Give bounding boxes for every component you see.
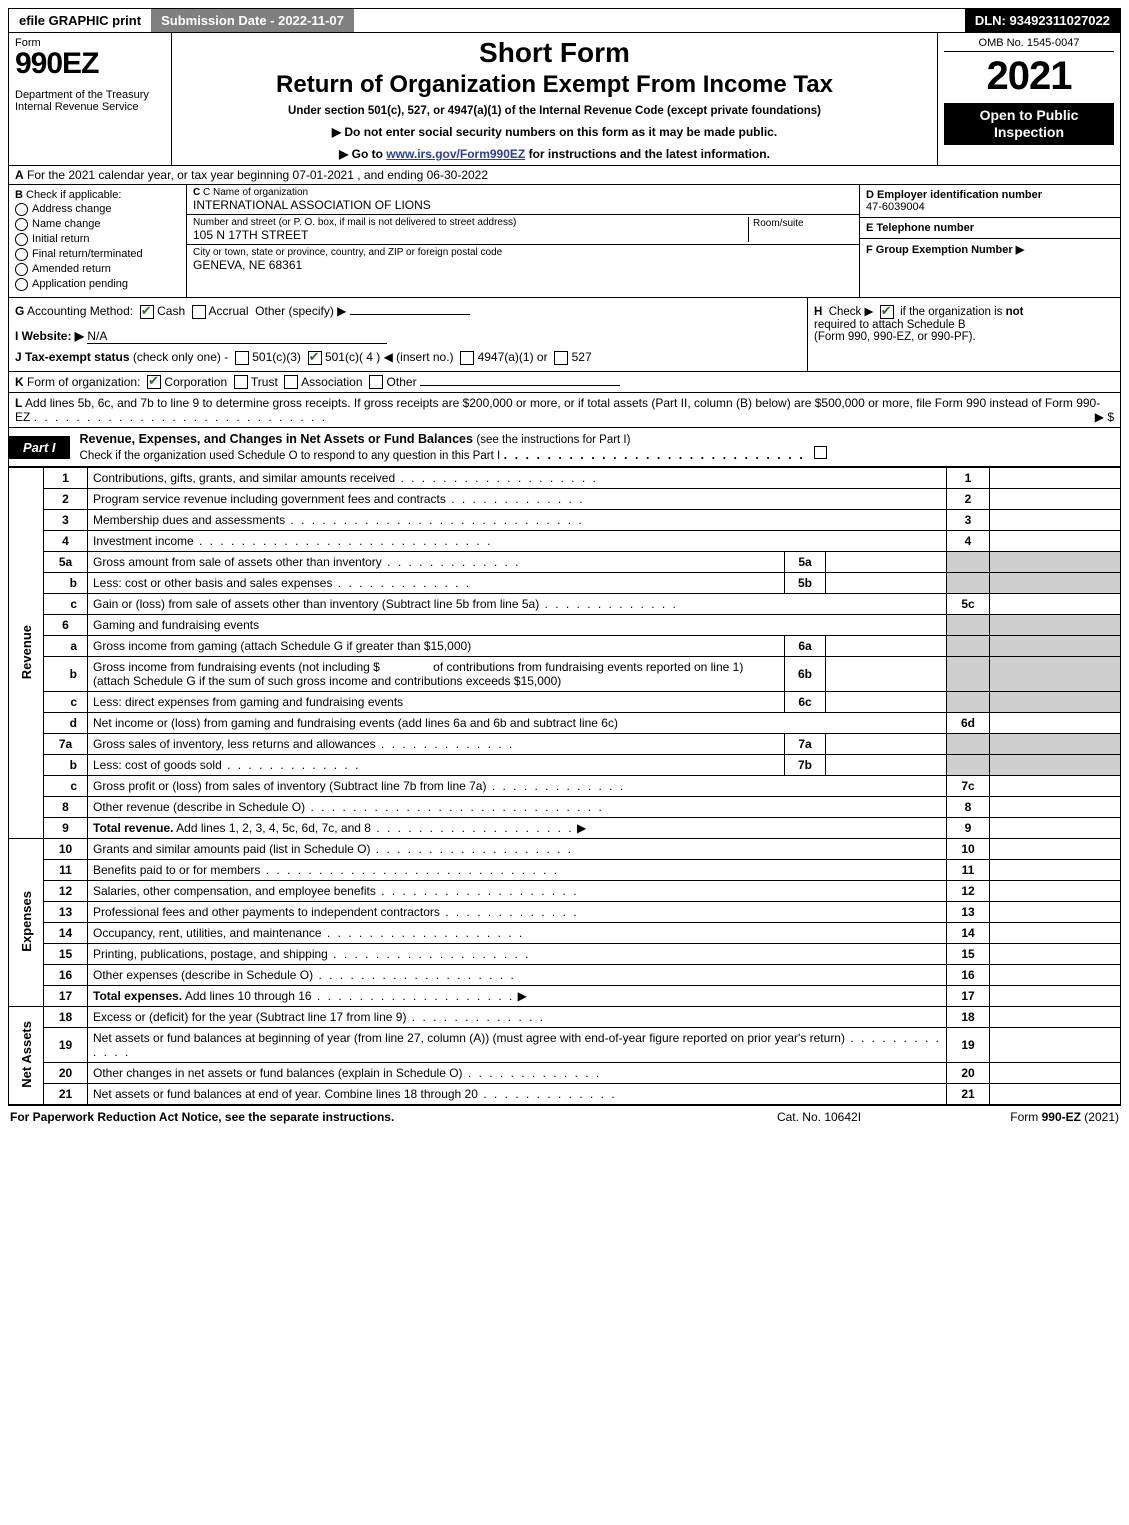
header-left: Form 990EZ Department of the Treasury In… [9, 33, 172, 165]
tax-year: 2021 [944, 54, 1114, 99]
submission-date: Submission Date - 2022-11-07 [151, 9, 354, 32]
line2-pre: ▶ Go to [339, 147, 386, 161]
irs-link[interactable]: www.irs.gov/Form990EZ [386, 147, 525, 161]
g-label: G [15, 304, 24, 318]
row-a-text: For the 2021 calendar year, or tax year … [27, 168, 488, 182]
vhead-netassets: Net Assets [9, 1007, 44, 1106]
i-label: I Website: ▶ [15, 329, 84, 343]
row-gh: G Accounting Method: Cash Accrual Other … [8, 298, 1121, 372]
notice-line-2: ▶ Go to www.irs.gov/Form990EZ for instru… [182, 147, 927, 161]
e-telephone: E Telephone number [860, 217, 1120, 238]
g-text: Accounting Method: [27, 304, 133, 318]
c-name-label: C C Name of organization [193, 187, 853, 198]
city-label: City or town, state or province, country… [193, 247, 853, 258]
l-arrow: ▶ $ [1095, 410, 1114, 424]
d-ein: D Employer identification number 47-6039… [860, 185, 1120, 217]
chk-corporation[interactable] [147, 375, 161, 389]
part1-checkbox[interactable] [814, 446, 827, 459]
f-group-exemption: F Group Exemption Number ▶ [860, 238, 1120, 260]
chk-h[interactable] [880, 305, 894, 319]
topbar-spacer [354, 9, 965, 32]
footer-center: Cat. No. 10642I [719, 1110, 919, 1124]
city-value: GENEVA, NE 68361 [193, 258, 853, 272]
part1-table: Revenue 1 Contributions, gifts, grants, … [8, 467, 1121, 1106]
page-footer: For Paperwork Reduction Act Notice, see … [8, 1106, 1121, 1128]
chk-address-change[interactable]: Address change [15, 203, 180, 216]
street-label: Number and street (or P. O. box, if mail… [193, 217, 748, 228]
part1-header: Part I Revenue, Expenses, and Changes in… [8, 428, 1121, 467]
vhead-expenses: Expenses [9, 839, 44, 1007]
b-label: B [15, 189, 23, 201]
ein-value: 47-6039004 [866, 201, 925, 213]
h-label: H [814, 306, 822, 318]
vhead-revenue: Revenue [9, 468, 44, 839]
k-label: K [15, 375, 24, 389]
header-right: OMB No. 1545-0047 2021 Open to Public In… [937, 33, 1120, 165]
notice-line-1: ▶ Do not enter social security numbers o… [182, 125, 927, 139]
chk-trust[interactable] [234, 375, 248, 389]
part1-title: Revenue, Expenses, and Changes in Net As… [70, 428, 1120, 466]
column-b: B Check if applicable: Address change Na… [9, 185, 187, 297]
val-1 [990, 468, 1121, 489]
omb-number: OMB No. 1545-0047 [944, 37, 1114, 52]
chk-application-pending[interactable]: Application pending [15, 278, 180, 291]
column-def: D Employer identification number 47-6039… [859, 185, 1120, 297]
chk-cash[interactable] [140, 305, 154, 319]
j-label: J Tax-exempt status [15, 350, 130, 364]
street-value: 105 N 17TH STREET [193, 228, 748, 242]
top-bar: efile GRAPHIC print Submission Date - 20… [8, 8, 1121, 33]
col-gi: G Accounting Method: Cash Accrual Other … [9, 298, 807, 371]
row-a-label: A [15, 168, 24, 182]
form-code: 990EZ [15, 47, 165, 81]
other-specify-input[interactable] [350, 314, 470, 315]
chk-accrual[interactable] [192, 305, 206, 319]
j-small: (check only one) - [133, 350, 228, 364]
row-k: K Form of organization: Corporation Trus… [8, 372, 1121, 394]
part1-tab: Part I [9, 436, 70, 459]
chk-527[interactable] [554, 351, 568, 365]
header-center: Short Form Return of Organization Exempt… [172, 33, 937, 165]
b-intro: Check if applicable: [26, 189, 121, 201]
department: Department of the Treasury Internal Reve… [15, 89, 165, 113]
chk-501c[interactable] [308, 351, 322, 365]
short-form-title: Short Form [182, 37, 927, 69]
form-title: Return of Organization Exempt From Incom… [182, 71, 927, 99]
chk-final-return[interactable]: Final return/terminated [15, 248, 180, 261]
line-1-num: 1 [44, 468, 88, 489]
l-label: L [15, 396, 22, 410]
row-l: L Add lines 5b, 6c, and 7b to line 9 to … [8, 393, 1121, 428]
col-h: H Check ▶ if the organization is not req… [807, 298, 1120, 371]
dln: DLN: 93492311027022 [965, 9, 1120, 32]
part1-checkline: Check if the organization used Schedule … [80, 450, 501, 462]
footer-left: For Paperwork Reduction Act Notice, see … [10, 1110, 719, 1124]
chk-initial-return[interactable]: Initial return [15, 233, 180, 246]
efile-print[interactable]: efile GRAPHIC print [9, 9, 151, 32]
k-text: Form of organization: [27, 375, 140, 389]
column-c: C C Name of organization INTERNATIONAL A… [187, 185, 859, 297]
row-a: A For the 2021 calendar year, or tax yea… [8, 166, 1121, 185]
chk-4947[interactable] [460, 351, 474, 365]
org-name: INTERNATIONAL ASSOCIATION OF LIONS [193, 198, 853, 212]
footer-right: Form 990-EZ (2021) [919, 1110, 1119, 1124]
website-value: N/A [87, 329, 387, 344]
section-bcdef: B Check if applicable: Address change Na… [8, 185, 1121, 298]
form-subtitle: Under section 501(c), 527, or 4947(a)(1)… [182, 105, 927, 117]
form-header: Form 990EZ Department of the Treasury In… [8, 33, 1121, 166]
line2-post: for instructions and the latest informat… [525, 147, 770, 161]
chk-501c3[interactable] [235, 351, 249, 365]
room-suite: Room/suite [748, 217, 853, 242]
chk-association[interactable] [284, 375, 298, 389]
dots [34, 410, 327, 424]
chk-name-change[interactable]: Name change [15, 218, 180, 231]
open-to-public: Open to Public Inspection [944, 103, 1114, 145]
chk-other-org[interactable] [369, 375, 383, 389]
other-org-input[interactable] [420, 385, 620, 386]
chk-amended-return[interactable]: Amended return [15, 263, 180, 276]
